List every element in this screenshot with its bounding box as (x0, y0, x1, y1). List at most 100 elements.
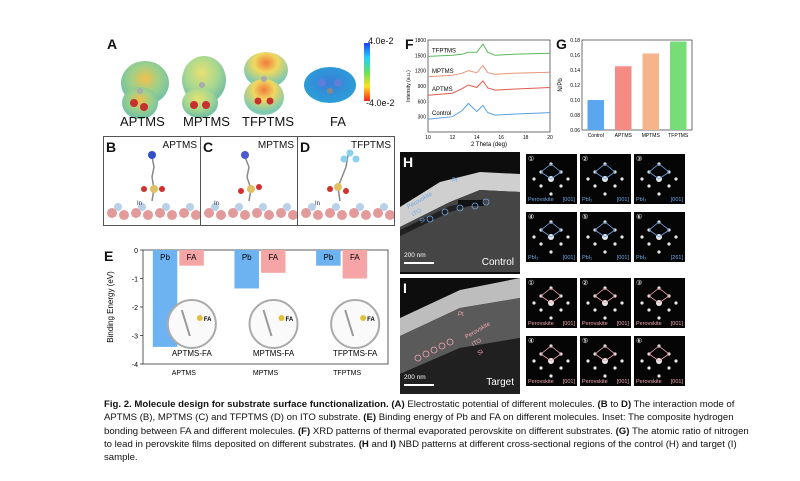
zone-axis-label: [001] (670, 321, 683, 327)
diffraction-spots (640, 162, 678, 196)
caption-body: (A) Electrostatic potential of different… (104, 399, 749, 463)
diffraction-spots (586, 162, 624, 196)
panel-label-c: C (203, 139, 214, 155)
diffraction-spot (603, 192, 607, 196)
x-tick-label: TFPTMS (333, 370, 361, 377)
diffraction-spots (532, 220, 570, 254)
nbd-pattern: ⑥ PbI₂ [261] (634, 212, 685, 262)
caption-text: The interaction mode of APTMS (B), MPTMS… (104, 399, 735, 424)
inset-molecule-chain (344, 309, 355, 337)
nbd-pattern: ② PbI₂ [001] (580, 154, 631, 204)
n-pb-chart: 0.06 0.08 0.10 0.12 0.14 0.16 0.18 N/Pb Control A… (558, 38, 693, 139)
control-label: Control (481, 257, 514, 268)
diffraction-spot (674, 235, 678, 239)
tem-target-image (400, 278, 520, 394)
inset-fa-label: FA (367, 317, 375, 323)
phase-label: Perovskite (528, 197, 554, 203)
x-tick-label: APTMS (615, 133, 633, 139)
diffraction-spots (586, 286, 624, 320)
xrd-chart: 300 600 900 1200 1500 1800 10 12 14 16 18 20 2 Theta… (406, 38, 553, 148)
bar-mptms (642, 53, 659, 130)
caption-fig: Fig. 2. (104, 399, 132, 410)
diffraction-spot (647, 242, 651, 246)
panel-d-title: TFPTMS (351, 140, 391, 151)
x-tick-label: 12 (450, 135, 456, 141)
pattern-number: ① (528, 280, 535, 287)
zone-axis-label: [001] (562, 255, 575, 261)
zone-axis-label: [001] (670, 197, 683, 203)
tem-target: I Pt Perovskite ITO Si 200 nm Target (400, 278, 520, 394)
y-tick-label: 1800 (415, 38, 426, 44)
pattern-number: ④ (528, 338, 535, 345)
x-tick-label: 18 (523, 135, 529, 141)
index-overlay (594, 345, 616, 362)
inset-fa-label: FA (204, 317, 212, 323)
panel-g: 0.06 0.08 0.10 0.12 0.14 0.16 0.18 N/Pb Control A… (556, 36, 696, 148)
caption-title: Molecule design for substrate surface fu… (134, 399, 389, 410)
diffraction-spot (539, 184, 543, 188)
diffraction-spot (647, 366, 651, 370)
zone-axis-label: [001] (616, 321, 629, 327)
caption-text: XRD patterns of thermal evaporated perov… (310, 425, 616, 437)
series-line-aptms (427, 80, 551, 96)
y-tick-label: 1500 (415, 53, 426, 59)
caption-text: Binding energy of Pb and FA on different… (104, 412, 734, 437)
esp-maps (121, 43, 370, 119)
diffraction-spot (620, 177, 624, 181)
series-label: FA (350, 253, 360, 262)
diffraction-spot (667, 242, 671, 246)
y-tick-label: -1 (132, 277, 138, 284)
inset-molecule-chain (262, 309, 273, 337)
figure-caption: Fig. 2. Molecule design for substrate su… (104, 398, 754, 464)
diffraction-spot (640, 177, 644, 181)
x-tick-label: 20 (547, 135, 553, 141)
mptms-on-ito (204, 151, 297, 220)
panel-b: B APTMS In (103, 136, 201, 226)
phase-label: Perovskite (528, 379, 554, 385)
panel-e: 0 -1 -2 -3 -4 Binding Energy (eV) Pb FA APTMS Pb F… (103, 246, 394, 382)
inset-circle (248, 299, 299, 349)
caption-panel-ref: (F) (297, 425, 311, 437)
diffraction-spot (566, 235, 570, 239)
inset-fa-atom (360, 315, 367, 321)
bar-fa (260, 250, 286, 273)
caption-text: to (607, 399, 622, 410)
caption-panel-ref: (H (358, 438, 369, 450)
inset-label: APTMS-FA (172, 349, 213, 358)
series-label: Control (432, 111, 451, 117)
panel-label-b: B (106, 139, 117, 155)
series-line-mptms (427, 64, 551, 78)
index-overlay (648, 345, 670, 362)
pattern-number: ⑥ (636, 338, 643, 345)
pattern-number: ④ (528, 214, 535, 221)
layer-label-pt: Pt (452, 178, 458, 184)
nbd-pattern: ① Perovskite [001] (526, 278, 577, 328)
panel-c-title: MPTMS (257, 140, 294, 151)
molecule-name-fa: FA (330, 114, 346, 129)
diffraction-spot (532, 177, 536, 181)
zone-axis-label: [001] (616, 197, 629, 203)
diffraction-spot (549, 374, 553, 378)
panel-c: C MPTMS In (200, 136, 298, 226)
diffraction-spot (593, 308, 597, 312)
inset-circle (166, 299, 217, 349)
diffraction-spot (586, 301, 590, 305)
diffraction-spot (647, 184, 651, 188)
diffraction-spot (549, 316, 553, 320)
pattern-number: ① (528, 156, 535, 163)
diffraction-spot (674, 359, 678, 363)
index-overlay (648, 287, 670, 304)
series-label: FA (187, 253, 197, 262)
diffraction-spots (532, 286, 570, 320)
caption-panel-ref: (G) (615, 425, 630, 437)
pattern-number: ⑥ (636, 214, 643, 221)
caption-text: NBD patterns at different cross-sectiona… (104, 438, 737, 464)
panel-b-title: APTMS (162, 140, 197, 151)
esp-mptms (182, 56, 226, 118)
inset-aptms-fa (225, 308, 273, 356)
atom-label-in: In (137, 201, 143, 207)
tfptms-on-ito (301, 149, 394, 220)
phase-label: PbI₂ (636, 197, 647, 203)
nbd-pattern: ② Perovskite [001] (580, 278, 631, 328)
y-tick-label: 300 (418, 115, 427, 121)
